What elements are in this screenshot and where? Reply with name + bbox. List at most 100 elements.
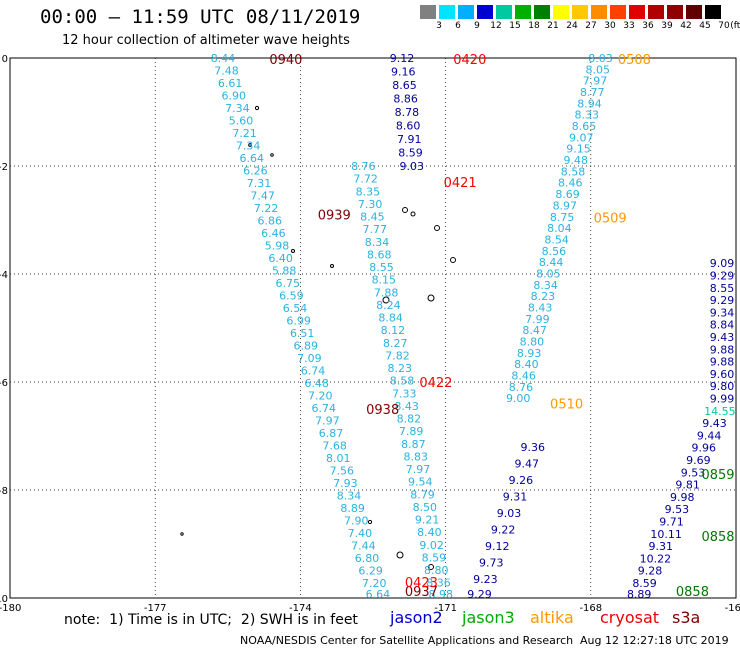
wave-height-value: 7.34 <box>236 139 261 152</box>
wave-height-value: 7.93 <box>333 477 358 490</box>
wave-height-value: 6.64 <box>366 588 391 601</box>
wave-height-value: 8.97 <box>553 199 578 212</box>
pass-time-label: 0938 <box>366 403 399 418</box>
wave-height-value: 9.22 <box>491 523 516 536</box>
wave-height-value: 6.89 <box>294 339 319 352</box>
wave-height-value: 8.05 <box>585 63 610 76</box>
wave-height-value: 9.53 <box>681 466 706 479</box>
scale-label: 45 <box>699 21 711 31</box>
wave-height-value: 7.97 <box>315 414 340 427</box>
wave-height-value: 9.31 <box>648 540 673 553</box>
wave-height-value: 9.29 <box>710 294 735 307</box>
scale-swatch <box>572 5 588 19</box>
wave-height-value: 7.56 <box>330 464 355 477</box>
scale-swatch <box>591 5 607 19</box>
wave-height-value: 8.03 <box>588 52 613 65</box>
wave-height-value: 9.88 <box>710 343 735 356</box>
wave-height-value: 8.93 <box>517 347 542 360</box>
wave-height-value: 8.47 <box>522 324 547 337</box>
lat-tick-label: -4 <box>0 270 8 281</box>
scale-label: 39 <box>661 21 673 31</box>
island <box>367 519 373 525</box>
wave-height-value: 8.65 <box>392 79 417 92</box>
wave-height-value: 6.61 <box>218 77 243 90</box>
wave-height-value: 8.80 <box>520 336 545 349</box>
wave-height-value: 9.12 <box>485 540 510 553</box>
wave-height-value: 8.01 <box>326 452 351 465</box>
satellite-name-cryosat: cryosat <box>600 608 660 627</box>
wave-height-value: 7.20 <box>362 577 387 590</box>
wave-height-value: 8.69 <box>555 188 580 201</box>
wave-height-value: 9.02 <box>419 539 444 552</box>
wave-height-value: 7.21 <box>232 127 257 140</box>
wave-height-value: 7.97 <box>406 463 431 476</box>
island <box>450 257 456 263</box>
wave-height-value: 8.84 <box>378 312 403 325</box>
lat-tick-label: 0 <box>2 54 8 65</box>
wave-height-value: 8.46 <box>511 370 536 383</box>
map-grid <box>10 58 736 598</box>
scale-unit: (ft) <box>730 21 740 31</box>
wave-height-value: 9.29 <box>710 270 735 283</box>
wave-height-value: 8.59 <box>398 147 423 160</box>
wave-height-value: 7.72 <box>353 173 378 186</box>
wave-height-value: 8.50 <box>413 501 438 514</box>
scale-swatch <box>686 5 702 19</box>
scale-swatch <box>534 5 550 19</box>
wave-height-value: 7.88 <box>374 286 399 299</box>
pass-time-label: 0422 <box>419 376 452 391</box>
wave-height-value: 7.99 <box>525 313 550 326</box>
wave-height-value: 9.34 <box>710 306 735 319</box>
pass-time-label: 0423 <box>405 576 438 591</box>
scale-swatch <box>667 5 683 19</box>
wave-height-value: 8.24 <box>376 299 401 312</box>
wave-height-value: 7.82 <box>385 349 410 362</box>
wave-height-value: 8.89 <box>340 502 365 515</box>
wave-height-value: 7.30 <box>358 198 383 211</box>
wave-height-value: 9.16 <box>391 66 416 79</box>
pass-time-label: 0510 <box>550 398 583 413</box>
scale-swatch <box>515 5 531 19</box>
wave-height-value: 8.35 <box>356 185 381 198</box>
wave-height-value: 8.60 <box>396 120 421 133</box>
wave-height-value: 6.46 <box>261 227 286 240</box>
lon-tick-label: -174 <box>289 603 312 614</box>
wave-height-value: 9.99 <box>710 393 735 406</box>
wave-height-value: 8.65 <box>572 120 597 133</box>
scale-swatch <box>458 5 474 19</box>
wave-height-value: 8.12 <box>381 324 406 337</box>
map-title: 00:00 – 11:59 UTC 08/11/2019 <box>40 6 361 28</box>
lon-tick-label: -180 <box>0 603 21 614</box>
wave-height-value: 6.29 <box>358 564 383 577</box>
map-subtitle: 12 hour collection of altimeter wave hei… <box>62 33 350 48</box>
wave-height-value: 7.09 <box>297 352 322 365</box>
lon-tick-label: -177 <box>144 603 167 614</box>
wave-height-value: 9.31 <box>503 490 528 503</box>
wave-height-value: 8.40 <box>514 358 539 371</box>
pass-time-label: 0421 <box>444 176 477 191</box>
pass-time-label: 0937 <box>405 585 438 600</box>
scale-swatch <box>705 5 721 19</box>
islands <box>180 105 456 570</box>
wave-height-value: 8.87 <box>401 438 426 451</box>
wave-height-value: 7.48 <box>214 64 239 77</box>
island <box>180 532 184 536</box>
island <box>291 249 295 253</box>
wave-height-value: 6.87 <box>319 427 344 440</box>
footer-credit: NOAA/NESDIS Center for Satellite Applica… <box>240 634 574 647</box>
wave-height-value: 6.59 <box>279 289 304 302</box>
wave-height-value: 9.03 <box>399 160 424 173</box>
wave-height-value: 9.26 <box>509 474 534 487</box>
scale-label: 36 <box>642 21 654 31</box>
wave-height-value: 7.90 <box>344 514 369 527</box>
wave-height-value: 7.97 <box>583 75 608 88</box>
wave-height-value: 9.96 <box>691 442 716 455</box>
pass-time-labels: 0940 0939 0938 0937 0420 0421 0422 0423 0508 0509… <box>269 53 734 600</box>
wave-height-value: 9.81 <box>675 479 700 492</box>
wave-height-value: 9.48 <box>564 154 589 167</box>
wave-height-value: 9.60 <box>710 368 735 381</box>
wave-height-value: 8.68 <box>367 248 392 261</box>
wave-height-value: 8.76 <box>509 381 534 394</box>
map-axis-ticks: -180 -177 -174 -171 -168 -165 0 -2 -4 -6 -8 -10 <box>0 54 740 614</box>
